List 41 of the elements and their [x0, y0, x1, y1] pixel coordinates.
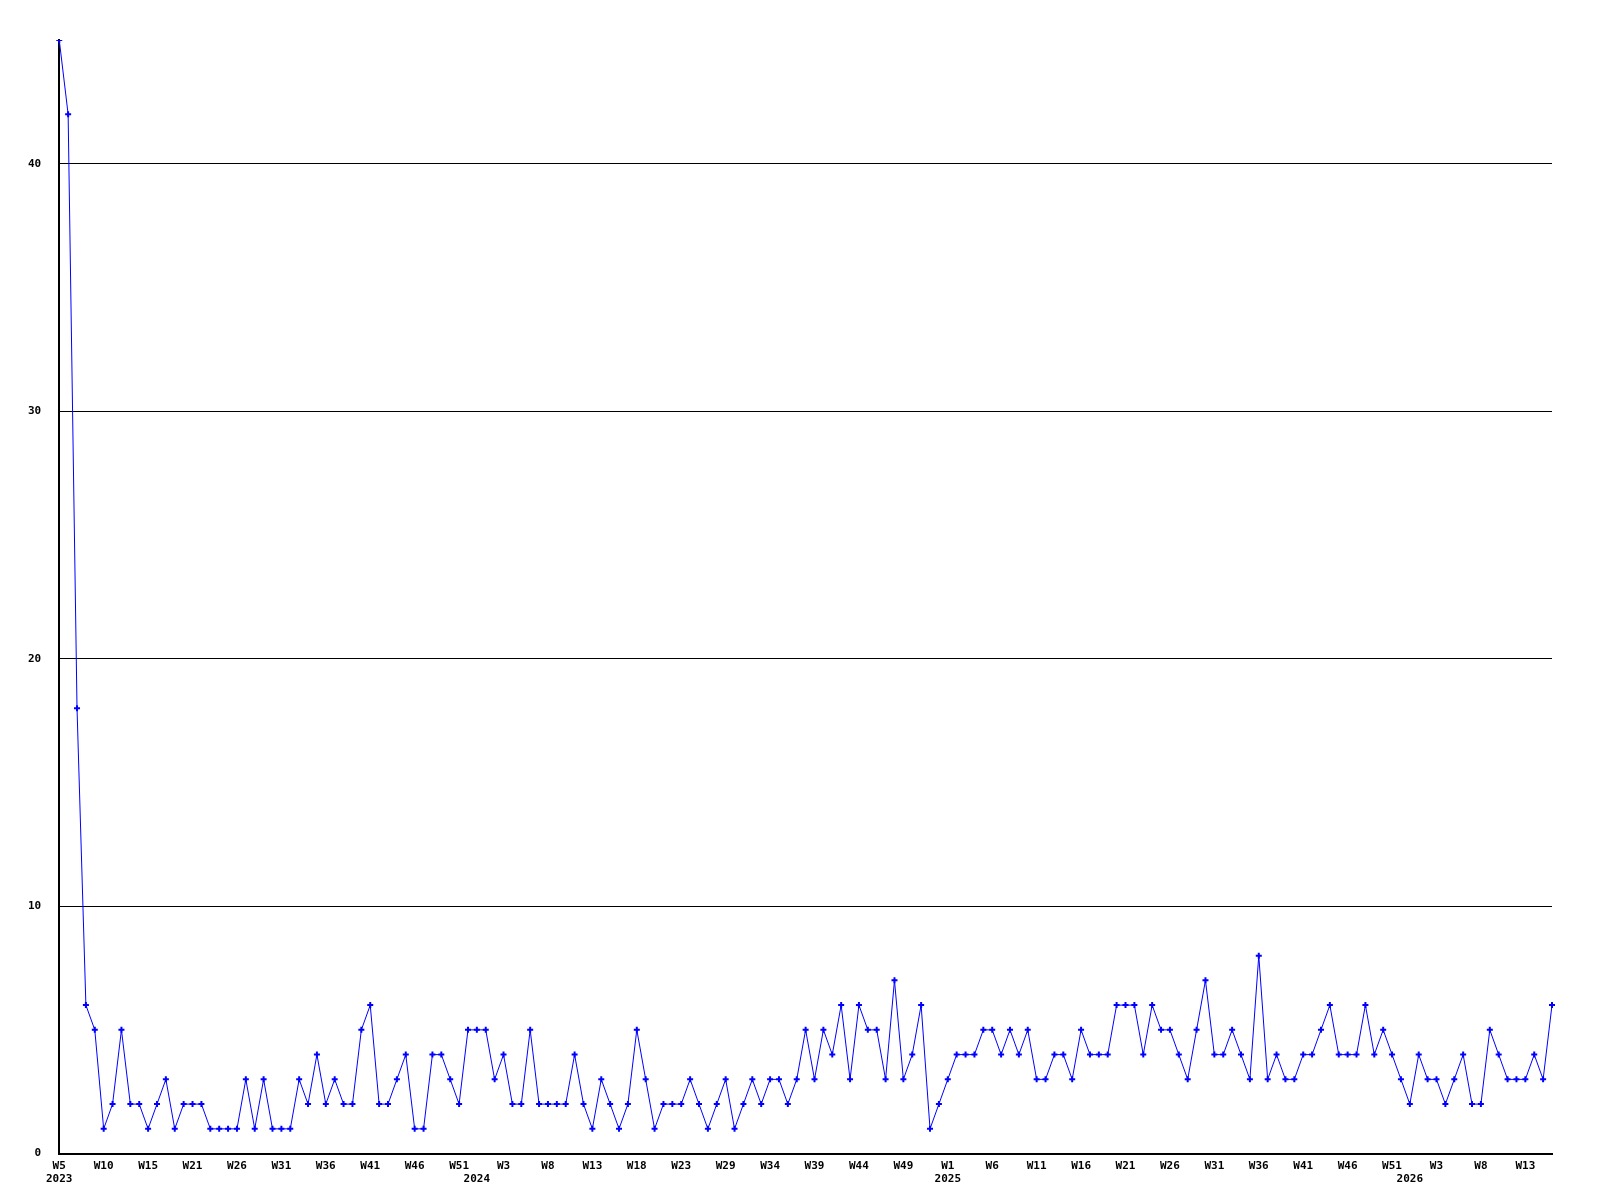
x-tick-label: W41 [360, 1159, 381, 1173]
x-tick-label: W51 [1382, 1159, 1403, 1173]
x-tick-label: W1 2025 [934, 1159, 962, 1186]
x-tick-label: W18 [626, 1159, 647, 1173]
y-tick-label: 30 [28, 404, 42, 418]
x-tick-label: W46 [1337, 1159, 1358, 1173]
x-tick-label: W31 [271, 1159, 292, 1173]
x-tick-label: W15 [138, 1159, 159, 1173]
x-tick-label: W49 [893, 1159, 914, 1173]
y-tick-label: 0 [34, 1146, 42, 1160]
x-tick-label: W11 [1026, 1159, 1047, 1173]
x-tick-label: W21 [182, 1159, 203, 1173]
x-tick-label: W26 [227, 1159, 248, 1173]
x-tick-label: W13 [582, 1159, 603, 1173]
x-tick-label: W31 [1204, 1159, 1225, 1173]
x-tick-label: W26 [1159, 1159, 1181, 1173]
x-tick-label: W10 [93, 1159, 114, 1173]
x-tick-label: W41 [1293, 1159, 1314, 1173]
x-tick-label: W51 [449, 1159, 470, 1173]
y-tick-label: 10 [28, 898, 42, 912]
x-tick-label: W21 [1115, 1159, 1136, 1173]
x-tick-label: W34 [760, 1159, 781, 1173]
x-tick-label: W5 2023 [46, 1159, 73, 1186]
x-tick-label: W16 [1071, 1159, 1092, 1173]
x-tick-label: W3 [496, 1159, 511, 1173]
x-tick-label: W8 [541, 1159, 555, 1173]
x-tick-label: W3 [1429, 1159, 1444, 1173]
x-tick-label: W8 [1474, 1159, 1488, 1173]
y-tick-label: 20 [28, 651, 42, 665]
x-tick-label: W13 [1515, 1159, 1536, 1173]
x-tick-label: W23 [671, 1159, 692, 1173]
x-tick-label: W39 [804, 1159, 825, 1173]
x-tick-label: W29 [715, 1159, 736, 1173]
x-tick-label: W36 [1248, 1159, 1270, 1173]
x-tick-label: W46 [404, 1159, 425, 1173]
x-tick-label: W36 [315, 1159, 337, 1173]
x-tick-label: W6 [985, 1159, 1000, 1173]
y-tick-label: 40 [28, 156, 42, 170]
x-tick-label: 2024 [463, 1172, 491, 1186]
x-tick-label: W44 [849, 1159, 870, 1173]
x-tick-label: 2026 [1396, 1172, 1424, 1186]
